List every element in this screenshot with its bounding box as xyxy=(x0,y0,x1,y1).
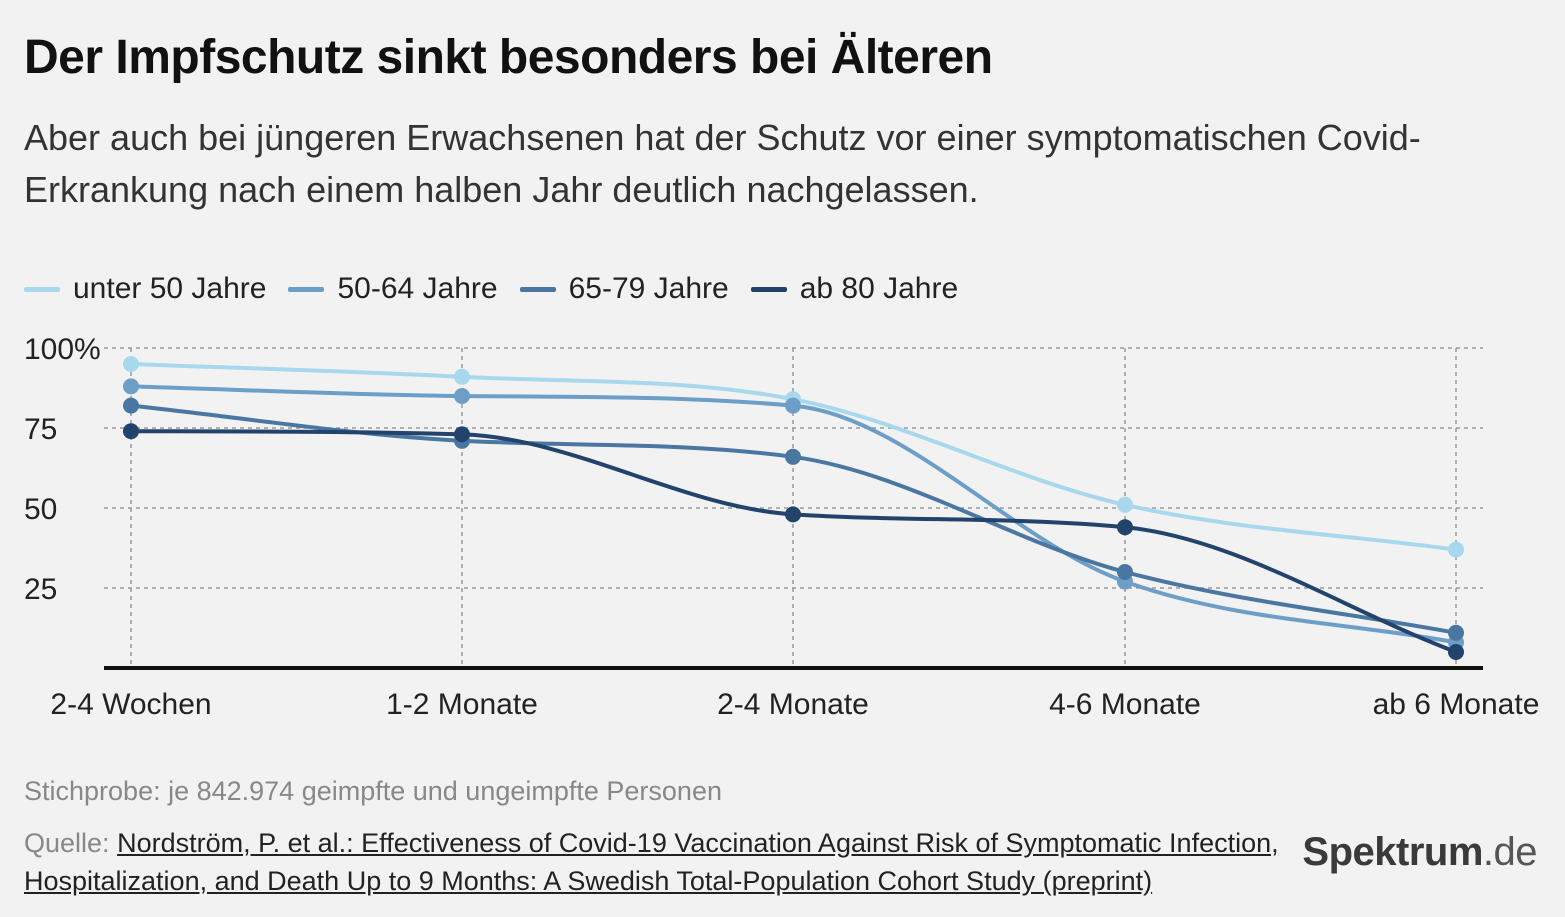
data-point xyxy=(1448,541,1464,558)
data-point xyxy=(454,426,470,443)
data-point xyxy=(454,368,470,385)
legend-item: ab 80 Jahre xyxy=(750,272,959,306)
data-point xyxy=(123,356,139,372)
legend-label: 65-79 Jahre xyxy=(568,272,729,305)
x-tick-label: 2-4 Monate xyxy=(717,688,869,721)
legend-label: unter 50 Jahre xyxy=(73,272,267,305)
y-tick-label: 50 xyxy=(24,493,57,526)
chart-subtitle: Aber auch bei jüngeren Erwachsenen hat d… xyxy=(24,117,1421,210)
legend-label: ab 80 Jahre xyxy=(799,272,959,305)
x-tick-label: 1-2 Monate xyxy=(386,688,538,721)
y-tick-label: 100% xyxy=(24,333,101,366)
sample-note: Stichprobe: je 842.974 geimpfte und unge… xyxy=(24,776,722,806)
data-point xyxy=(1117,564,1133,580)
data-point xyxy=(123,423,139,440)
data-point xyxy=(1448,644,1464,660)
legend-label: 50-64 Jahre xyxy=(337,272,498,305)
source-citation: Quelle: Nordström, P. et al.: Effectiven… xyxy=(24,824,1284,900)
brand-logo: Spektrum.de xyxy=(1302,830,1537,875)
data-point xyxy=(785,397,801,414)
legend-swatch xyxy=(288,286,325,292)
y-tick-label: 75 xyxy=(24,413,57,446)
data-point xyxy=(1117,496,1133,513)
data-point xyxy=(785,506,801,523)
legend-swatch xyxy=(750,286,787,292)
chart-title: Der Impfschutz sinkt besonders bei Älter… xyxy=(24,31,993,84)
data-point xyxy=(1117,519,1133,536)
data-point xyxy=(123,397,139,414)
legend: unter 50 Jahre 50-64 Jahre 65-79 Jahre ab 8… xyxy=(24,272,980,306)
x-tick-label: ab 6 Monate xyxy=(1373,688,1540,721)
source-link[interactable]: Nordström, P. et al.: Effectiveness of C… xyxy=(24,828,1279,896)
data-point xyxy=(785,448,801,465)
data-point xyxy=(1448,624,1464,641)
data-point xyxy=(454,388,470,404)
legend-item: 50-64 Jahre xyxy=(288,272,498,306)
legend-swatch xyxy=(519,286,556,292)
brand-tld: .de xyxy=(1482,830,1538,874)
x-tick-label: 2-4 Wochen xyxy=(50,688,211,721)
data-point xyxy=(123,378,139,395)
legend-item: 65-79 Jahre xyxy=(519,272,729,306)
x-tick-label: 4-6 Monate xyxy=(1049,688,1201,721)
source-prefix: Quelle: xyxy=(24,828,110,858)
y-tick-label: 25 xyxy=(24,573,57,606)
legend-item: unter 50 Jahre xyxy=(24,272,266,306)
brand-main: Spektrum xyxy=(1302,830,1483,874)
legend-swatch xyxy=(24,286,60,292)
